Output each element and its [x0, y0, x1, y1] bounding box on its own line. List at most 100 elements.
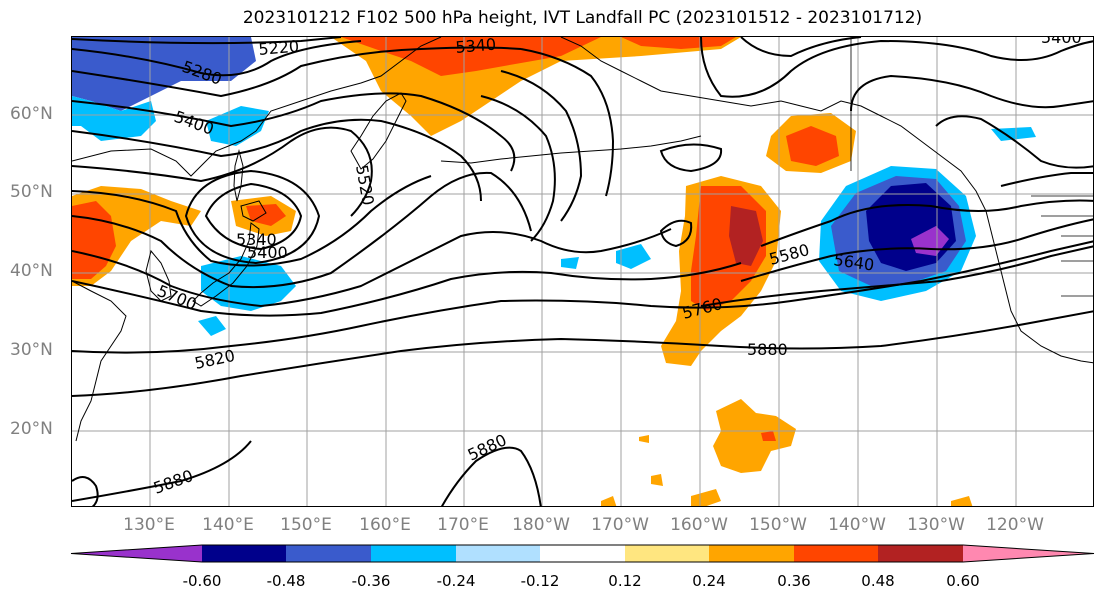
- contour-5760-west: [72, 262, 742, 317]
- shade-nw-cyan: [72, 96, 156, 141]
- colorbar-segment: [540, 545, 625, 562]
- lon-label-130w: 130°W: [907, 515, 965, 535]
- shade-central-darkred: [729, 206, 763, 266]
- lon-label-170w: 170°W: [591, 515, 649, 535]
- lat-label-40n: 40°N: [10, 261, 53, 281]
- contour-5580-west: [72, 175, 432, 267]
- shade-hawaii-red: [761, 431, 776, 441]
- contour-east-8: [700, 245, 1093, 307]
- contour-label-5340-japan: 5340: [236, 230, 277, 249]
- coast-asia: [72, 37, 442, 177]
- coast-hokkaido: [240, 200, 267, 222]
- lon-label-180w: 180°W: [512, 515, 570, 535]
- contour-5700: [72, 228, 672, 308]
- contour-label-5880-south-a: 5880: [465, 430, 510, 464]
- lat-label-50n: 50°N: [10, 182, 53, 202]
- height-contours: [72, 37, 1093, 506]
- coast-sakhalin: [233, 149, 244, 202]
- shade-ne-cyan: [991, 127, 1036, 141]
- contour-5280: [72, 40, 362, 77]
- coast-alaska: [560, 37, 1093, 364]
- contour-east-4: [935, 115, 1093, 169]
- contour-5640-west: [72, 171, 532, 289]
- map-canvas: 5220 5280 5340 5400 5520 5340 5400 5700 …: [72, 37, 1093, 506]
- shading-layer: [72, 37, 1036, 506]
- contour-east-2: [740, 37, 862, 58]
- lon-label-160w: 160°W: [670, 515, 728, 535]
- contour-5460: [72, 118, 482, 202]
- colorbar-tick-label: -0.12: [520, 572, 560, 590]
- colorbar-tick-label: -0.60: [182, 572, 222, 590]
- contour-north-central: [520, 48, 615, 197]
- contour-label-5880-east: 5880: [747, 340, 788, 359]
- lat-label-60n: 60°N: [10, 104, 53, 124]
- shade-north-red-2: [621, 37, 736, 49]
- colorbar-tick-label: 0.24: [692, 572, 726, 590]
- shade-central-cyan-2: [561, 257, 579, 269]
- lon-label-130e: 130°E: [123, 515, 175, 535]
- contour-east-3: [850, 74, 1093, 112]
- colorbar-segment: [709, 545, 794, 562]
- shade-nw-blue-dark: [72, 37, 256, 111]
- colorbar-outline: [70, 544, 1095, 563]
- colorbar-segment: [794, 545, 878, 562]
- contour-low-japan-2: [184, 169, 321, 265]
- shade-central-cyan: [616, 244, 651, 269]
- contour-label-5400: 5400: [172, 107, 217, 139]
- contour-label-5520: 5520: [352, 163, 378, 206]
- colorbar-tick-label: -0.36: [351, 572, 391, 590]
- colorbar-tick-label: 0.60: [946, 572, 980, 590]
- colorbar-tick-label: -0.48: [266, 572, 306, 590]
- shade-north-red: [341, 37, 601, 76]
- contour-east-6: [760, 199, 1093, 247]
- colorbar-segments: [70, 544, 1095, 563]
- lat-label-30n: 30°N: [10, 340, 53, 360]
- contour-low-japan-1: [204, 182, 303, 251]
- lon-label-170e: 170°E: [437, 515, 489, 535]
- contour-5340-north: [72, 46, 522, 98]
- coast-china: [72, 280, 127, 442]
- colorbar-segment: [286, 545, 371, 562]
- colorbar-tick-label: 0.48: [861, 572, 895, 590]
- lat-label-20n: 20°N: [10, 419, 53, 439]
- shade-south-orange-1: [691, 489, 721, 506]
- colorbar-segment: [456, 545, 540, 562]
- contour-small-loop-1: [659, 143, 723, 173]
- contour-5400: [72, 92, 516, 172]
- shade-south-orange-3: [951, 496, 973, 506]
- contour-south-5880-a: [72, 440, 252, 502]
- shade-hawaii-orange: [713, 399, 796, 473]
- coast-kamchatka: [350, 92, 407, 170]
- lon-label-150w: 150°W: [749, 515, 807, 535]
- contour-label-5400-japan: 5400: [247, 243, 288, 262]
- lon-label-150e: 150°E: [280, 515, 332, 535]
- shade-japan-cyan: [201, 256, 296, 311]
- colorbar-segment: [878, 545, 963, 562]
- lon-label-120w: 120°W: [986, 515, 1044, 535]
- shade-japan-red: [246, 204, 286, 226]
- map-title: 2023101212 F102 500 hPa height, IVT Land…: [242, 8, 923, 28]
- contour-east-7: [740, 218, 1093, 282]
- contour-5520: [72, 126, 373, 217]
- contour-east-big: [700, 37, 1093, 98]
- coast-aleutians: [440, 135, 702, 164]
- contour-label-5880-south-b: 5880: [151, 466, 196, 498]
- colorbar-tick-label: 0.36: [777, 572, 811, 590]
- colorbar: [70, 544, 1095, 563]
- colorbar-segment: [625, 545, 709, 562]
- lon-label-140w: 140°W: [828, 515, 886, 535]
- shade-japan-cyan-2: [198, 316, 226, 336]
- contour-label-5340-n: 5340: [455, 37, 497, 57]
- contour-north-central-3: [480, 95, 556, 242]
- lon-label-160e: 160°E: [359, 515, 411, 535]
- colorbar-tick-label: -0.24: [436, 572, 476, 590]
- shade-south-orange-5: [639, 435, 649, 443]
- contour-south-small: [72, 476, 99, 506]
- contour-small-loop-2: [659, 219, 693, 248]
- colorbar-tick-label: 0.12: [608, 572, 642, 590]
- contour-north-central-2: [500, 70, 583, 222]
- colorbar-segment: [963, 545, 1094, 562]
- contour-label-5220: 5220: [258, 37, 300, 59]
- shade-south-orange-2: [601, 496, 617, 506]
- shade-goa-red: [786, 126, 839, 166]
